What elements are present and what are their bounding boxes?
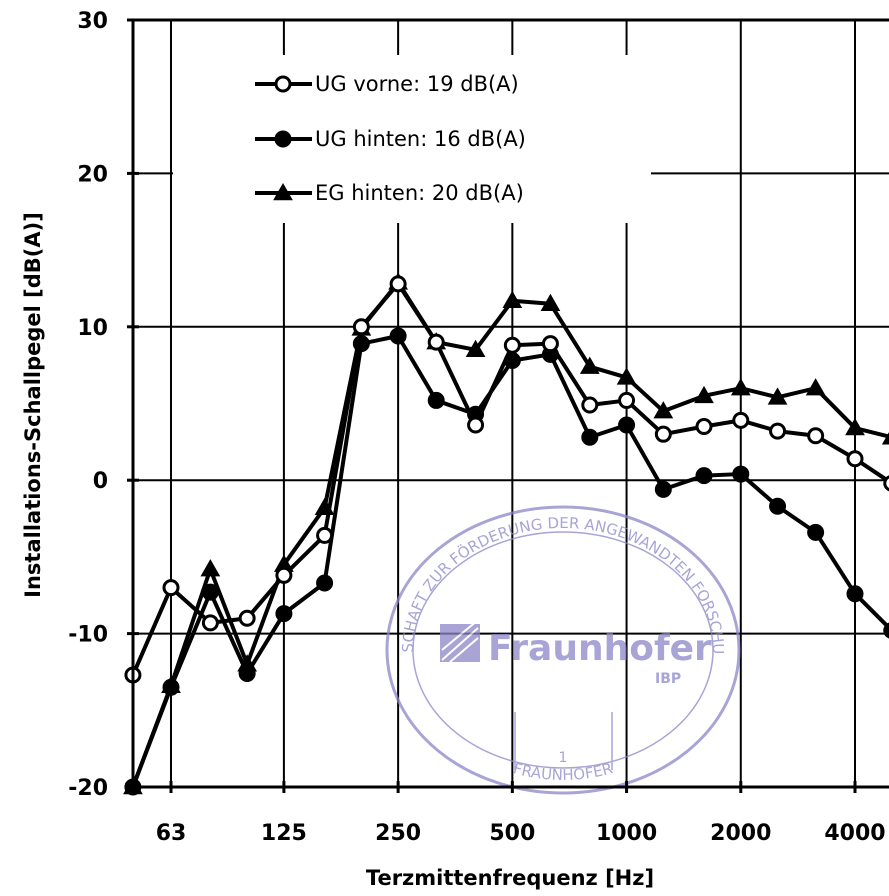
- y-tick-label: 20: [77, 162, 108, 187]
- y-tick-label: -20: [68, 776, 108, 801]
- data-point: [502, 290, 523, 308]
- x-tick-label: 2000: [710, 821, 771, 846]
- series-open-circle: [124, 275, 889, 684]
- series-layer: [123, 272, 889, 796]
- fraunhofer-logo-icon: [440, 619, 480, 663]
- legend-label: UG vorne: 19 dB(A): [315, 72, 519, 96]
- x-tick-label: 1000: [596, 821, 657, 846]
- y-tick-label: 0: [93, 469, 108, 494]
- data-point: [846, 585, 864, 603]
- data-point: [427, 391, 445, 409]
- legend: UG vorne: 19 dB(A) UG hinten: 16 dB(A) EG …: [173, 55, 651, 223]
- watermark-number: 1: [559, 750, 568, 766]
- legend-label: UG hinten: 16 dB(A): [315, 127, 526, 151]
- data-point: [618, 391, 636, 409]
- data-point: [845, 418, 865, 436]
- data-point: [805, 378, 826, 396]
- data-point: [732, 411, 750, 429]
- data-point: [807, 523, 825, 541]
- data-point: [200, 559, 221, 577]
- data-point: [695, 418, 713, 436]
- data-point: [467, 416, 485, 434]
- data-point: [465, 339, 486, 358]
- data-point: [201, 583, 219, 601]
- data-point: [883, 622, 889, 639]
- y-axis-label: Installations-Schallpegel [dB(A)]: [21, 212, 45, 598]
- watermark-institute: IBP: [655, 671, 681, 687]
- data-point: [503, 336, 521, 354]
- data-point: [730, 378, 751, 396]
- data-point: [732, 465, 750, 483]
- data-point: [654, 425, 672, 443]
- data-point: [389, 275, 407, 293]
- data-point: [275, 566, 293, 584]
- legend-entry: EG hinten: 20 dB(A): [255, 181, 524, 205]
- data-point: [316, 526, 334, 544]
- legend-box: [173, 55, 651, 223]
- data-point: [653, 401, 674, 419]
- x-tick-label: 125: [261, 821, 307, 846]
- legend-entry: UG hinten: 16 dB(A): [255, 127, 526, 151]
- data-point: [654, 480, 672, 498]
- data-point: [846, 450, 864, 468]
- data-point: [767, 387, 788, 405]
- y-tick-labels: 30 20 10 0 -10 -20: [68, 9, 108, 801]
- data-point: [883, 475, 889, 492]
- data-point: [581, 396, 599, 414]
- data-point: [769, 497, 787, 515]
- data-point: [389, 327, 407, 345]
- legend-entry: UG vorne: 19 dB(A): [255, 72, 519, 96]
- data-point: [201, 614, 219, 632]
- data-point: [316, 574, 334, 592]
- x-tick-label: 63: [156, 821, 187, 846]
- data-point: [162, 579, 180, 597]
- data-point: [238, 664, 256, 682]
- data-point: [581, 428, 599, 446]
- data-point: [275, 605, 293, 623]
- legend-label: EG hinten: 20 dB(A): [315, 181, 524, 205]
- x-tick-label: 500: [489, 821, 535, 846]
- data-point: [579, 356, 600, 374]
- data-point: [694, 385, 714, 404]
- x-axis-label: Terzmittenfrequenz [Hz]: [366, 866, 654, 890]
- data-point: [807, 427, 825, 445]
- x-tick-label: 4000: [824, 821, 885, 846]
- data-point: [616, 367, 637, 385]
- x-tick-labels: 63 125 250 500 1000 2000 4000: [156, 821, 886, 846]
- data-point: [238, 609, 256, 627]
- data-point: [618, 416, 636, 434]
- x-tick-label: 250: [375, 821, 421, 846]
- legend-marker: [274, 130, 292, 148]
- data-point: [695, 467, 713, 485]
- data-point: [162, 678, 180, 696]
- axes: [127, 18, 889, 793]
- y-tick-label: 10: [77, 316, 108, 341]
- y-tick-label: -10: [68, 623, 108, 648]
- legend-marker: [274, 75, 292, 93]
- data-point: [540, 293, 561, 312]
- data-point: [769, 422, 787, 440]
- data-point: [881, 432, 889, 445]
- legend-marker: [273, 182, 293, 201]
- data-point: [541, 335, 559, 353]
- data-point: [427, 333, 445, 351]
- series-filled-circle: [124, 327, 889, 796]
- watermark-brand: Fraunhofer: [488, 628, 712, 669]
- y-tick-label: 30: [77, 9, 108, 34]
- data-point: [352, 318, 370, 336]
